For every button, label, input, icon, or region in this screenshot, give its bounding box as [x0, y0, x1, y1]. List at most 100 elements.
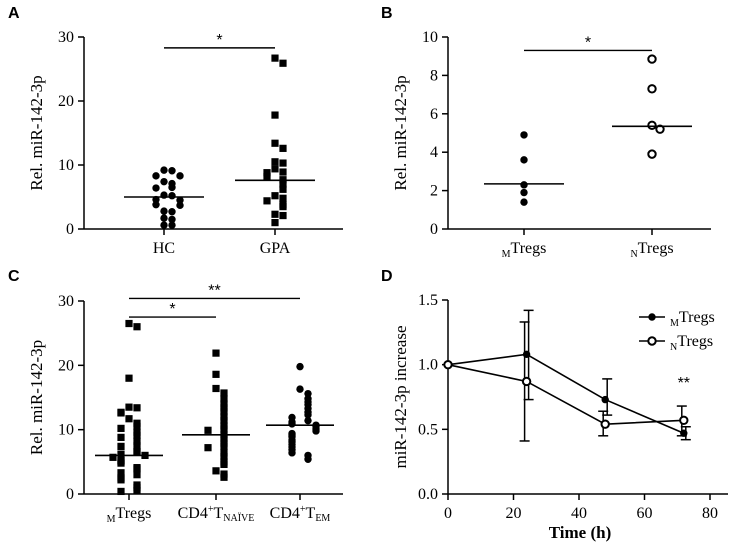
data-point [279, 180, 287, 188]
significance-label: ** [208, 282, 220, 299]
data-point [443, 359, 453, 370]
panel-label: A [8, 5, 20, 22]
series-line [447, 363, 684, 425]
y-axis-label: Rel. miR-142-3p [27, 340, 46, 455]
data-point [220, 460, 228, 469]
data-point [220, 408, 228, 416]
y-tick-label: 0 [66, 486, 74, 503]
data-point [288, 420, 296, 428]
panel-label: C [8, 268, 20, 285]
data-point [304, 389, 312, 398]
x-tick-label: MTregs [107, 505, 152, 525]
data-point [152, 200, 160, 209]
panel-d: D 0.0 0.5 1.0 1.5 miR-142-3p increase 0 20 40 60 8… [381, 268, 728, 542]
y-tick-label: 6 [430, 106, 438, 123]
y-tick-label: 20 [58, 93, 74, 110]
x-tick-label: 60 [637, 505, 653, 522]
y-tick-label: 30 [58, 29, 74, 46]
data-point [220, 417, 228, 425]
data-point [220, 400, 228, 408]
data-point [279, 59, 287, 67]
data-point [304, 411, 312, 419]
legend-label: MTregs [670, 309, 715, 329]
data-point [288, 449, 296, 457]
data-point [160, 207, 168, 215]
category-group: CD4+TNAÏVE [178, 349, 254, 524]
data-point [679, 415, 689, 425]
data-point [133, 465, 141, 473]
data-point [304, 416, 312, 425]
data-point [125, 374, 133, 382]
data-point [271, 54, 279, 62]
category-group: MTregs [484, 131, 564, 260]
data-point [220, 425, 228, 433]
data-point [279, 159, 287, 167]
data-point [117, 433, 125, 441]
data-point [168, 208, 176, 216]
data-point [168, 167, 176, 175]
significance-label: * [216, 32, 222, 49]
data-point [520, 156, 528, 164]
data-point [168, 192, 176, 200]
significance-label: * [169, 301, 175, 318]
data-point [520, 131, 528, 139]
category-group: HC [124, 166, 204, 257]
x-tick-label: HC [153, 240, 175, 257]
data-point [601, 395, 609, 404]
y-tick-label: 0 [66, 221, 74, 238]
data-point [133, 431, 141, 440]
data-point [271, 219, 279, 227]
data-point [212, 384, 220, 393]
data-point [271, 210, 279, 218]
data-point [263, 169, 271, 177]
data-point [279, 185, 287, 193]
data-point [133, 404, 141, 412]
data-point [133, 471, 141, 479]
y-tick-label: 0 [430, 221, 438, 238]
data-point [117, 442, 125, 450]
data-point [220, 449, 228, 457]
data-point [263, 172, 271, 181]
data-point [647, 84, 657, 94]
data-point [160, 214, 168, 222]
data-point [220, 473, 228, 481]
data-point [279, 203, 287, 211]
y-tick-label: 20 [58, 357, 74, 374]
data-point [220, 413, 228, 421]
panel-label: D [381, 268, 393, 285]
data-point [133, 487, 141, 495]
x-axis-label: Time (h) [549, 523, 612, 542]
data-point [521, 376, 532, 387]
data-point [220, 435, 228, 443]
data-point [117, 409, 125, 417]
y-tick-label: 10 [58, 422, 74, 439]
data-point [117, 476, 125, 484]
y-tick-label: 0.5 [418, 421, 438, 438]
data-point [125, 319, 133, 328]
data-point [125, 415, 133, 423]
data-point [279, 194, 287, 202]
data-point [152, 184, 160, 192]
data-point [263, 197, 271, 205]
x-tick-label: GPA [260, 240, 291, 257]
significance-label: ** [678, 375, 690, 392]
category-group: GPA [235, 54, 315, 257]
data-point [168, 183, 176, 192]
data-point [600, 419, 610, 429]
data-point [125, 403, 133, 411]
y-axis-label: Rel. miR-142-3p [27, 75, 46, 190]
legend-marker [647, 336, 657, 346]
legend-label: NTregs [670, 333, 713, 353]
category-group: MTregs [95, 319, 163, 525]
data-point [271, 158, 279, 166]
data-point [220, 389, 228, 397]
data-point [279, 168, 287, 176]
data-point [212, 467, 220, 475]
category-group: NTregs [612, 54, 692, 260]
data-point [271, 139, 279, 147]
data-point [647, 54, 657, 64]
data-point [212, 370, 220, 378]
panel-label: B [381, 5, 393, 22]
data-point [160, 177, 168, 186]
